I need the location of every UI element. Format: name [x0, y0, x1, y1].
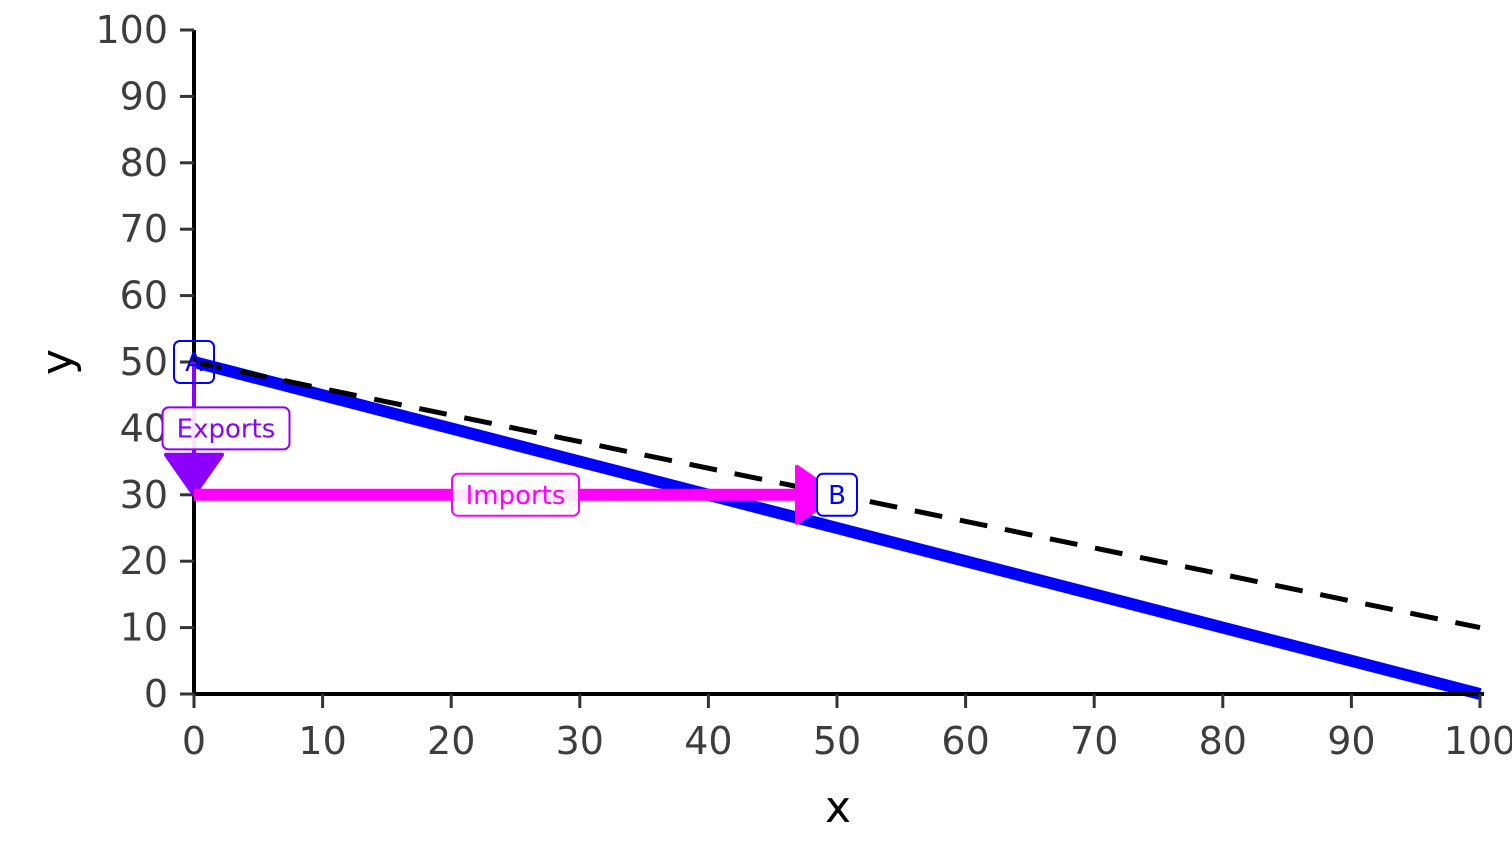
point-a-box	[173, 340, 215, 384]
y-tick-label: 90	[120, 74, 168, 118]
x-tick-label: 60	[941, 719, 989, 763]
x-tick-label: 0	[182, 719, 206, 763]
y-tick-label: 70	[120, 207, 168, 251]
series-layer	[192, 356, 1482, 700]
x-tick-label: 80	[1199, 719, 1247, 763]
y-tick-label: 20	[120, 539, 168, 583]
y-axis-title: y	[32, 349, 83, 375]
point-b-label: B	[816, 472, 858, 517]
x-axis-title: x	[825, 782, 851, 833]
y-tick-label: 30	[120, 473, 168, 517]
labels-layer: Exports Imports A B	[161, 340, 858, 517]
point-a-text: A	[185, 348, 203, 378]
x-tick-label: 70	[1070, 719, 1118, 763]
x-tick-label: 10	[298, 719, 346, 763]
y-tick-label: 40	[120, 406, 168, 450]
point-b-box	[816, 472, 858, 517]
y-tick-label: 0	[144, 672, 168, 716]
imports-label-text: Imports	[466, 481, 566, 511]
y-tick-label: 100	[95, 8, 168, 52]
point-a-label: A	[173, 340, 215, 384]
x-tick-label: 50	[813, 719, 861, 763]
y-tick-label: 50	[120, 340, 168, 384]
imports-label-box	[451, 472, 580, 517]
imports-label: Imports	[451, 472, 580, 517]
exports-label-box	[161, 406, 291, 451]
axes-layer: 0 10 20 30 40 50 60 70 80 90 100 0 10 20 30 40 50 60 70 80 9…	[95, 8, 1512, 763]
x-tick-label: 20	[427, 719, 475, 763]
point-b-text: B	[828, 481, 846, 511]
x-tick-label: 30	[556, 719, 604, 763]
y-tick-label: 10	[120, 606, 168, 650]
x-tick-label: 90	[1327, 719, 1375, 763]
x-tick-label: 100	[1444, 719, 1512, 763]
y-tick-label: 60	[120, 274, 168, 318]
x-tick-label: 40	[684, 719, 732, 763]
exports-label: Exports	[161, 406, 291, 451]
exports-label-text: Exports	[177, 414, 276, 444]
y-tick-label: 80	[120, 141, 168, 185]
series-line-solid	[192, 356, 1482, 700]
exports-arrow-head	[164, 452, 224, 497]
